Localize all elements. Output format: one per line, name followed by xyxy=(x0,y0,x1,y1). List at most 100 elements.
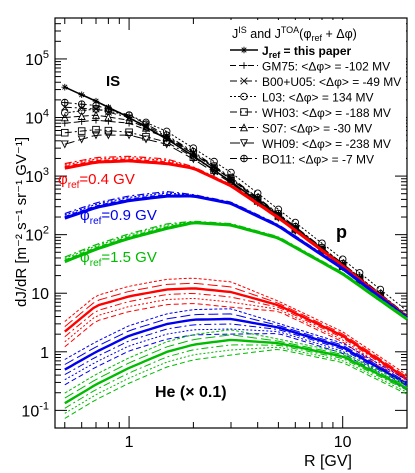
legend-marker xyxy=(240,92,248,101)
legend-label: L03: <Δφ> = 134 MV xyxy=(262,91,374,105)
proton-model-point xyxy=(92,97,100,105)
legend-marker-cross xyxy=(240,155,248,162)
text-span: L03: <Δφ> = 134 MV xyxy=(262,91,374,105)
proton-model-point xyxy=(61,128,69,137)
text-span: + Δφ) xyxy=(322,27,357,41)
annotation-is: IS xyxy=(106,73,120,90)
text-span: 10 xyxy=(25,228,43,245)
proton-model-line xyxy=(64,129,408,318)
helium-line xyxy=(64,313,408,383)
text-span: 10 xyxy=(31,286,49,303)
proton-model-point xyxy=(141,123,151,132)
text-span: J xyxy=(262,44,269,58)
text-span: ref xyxy=(311,33,322,43)
legend-entry: L03: <Δφ> = 134 MV xyxy=(230,91,374,105)
proton-model-point-cross xyxy=(125,111,133,119)
legend-label: GM75: <Δφ> = -102 MV xyxy=(262,60,390,74)
legend-label: Jref = this paper xyxy=(262,44,352,60)
legend-entry: WH03: <Δφ> = -188 MV xyxy=(230,106,391,120)
proton-modulated-series xyxy=(64,155,408,321)
helium-line xyxy=(64,334,408,399)
text-span: ref xyxy=(90,216,102,227)
text-span: and J xyxy=(247,27,281,41)
text-span: φ xyxy=(80,249,90,266)
y-tick-label: 102 xyxy=(25,225,49,245)
proton-model-point xyxy=(104,126,113,135)
y-tick-label: 10-1 xyxy=(21,400,49,420)
text-span: 10 xyxy=(25,111,43,128)
proton-model-point-cross xyxy=(61,99,69,106)
proton-modulated-line xyxy=(64,157,408,317)
text-span: 10 xyxy=(25,52,43,69)
proton-model-point xyxy=(125,131,134,140)
proton-modulated-line xyxy=(64,220,408,319)
legend-entry: BO11: <Δφ> = -7 MV xyxy=(230,153,374,167)
helium-group-0 xyxy=(64,277,408,386)
text-span: 1 xyxy=(40,345,49,362)
proton-model-point xyxy=(91,110,101,119)
helium-line xyxy=(64,292,408,382)
legend-label: S07: <Δφ> = -30 MV xyxy=(262,122,372,136)
helium-group-2 xyxy=(64,329,408,419)
text-span: ref xyxy=(68,180,80,191)
proton-model-point-cross xyxy=(275,210,282,217)
helium-series xyxy=(64,277,408,419)
annotation-species-1: He (× 0.1) xyxy=(155,384,227,401)
proton-model-point xyxy=(189,149,198,158)
proton-model-series xyxy=(60,83,408,319)
y-tick-label: 1 xyxy=(40,345,49,362)
helium-line xyxy=(64,308,408,381)
text-span: =0.4 GV xyxy=(79,171,134,188)
text-span: 5 xyxy=(43,49,49,61)
helium-line xyxy=(64,323,408,387)
proton-model-point-cross xyxy=(190,148,197,156)
proton-model-point xyxy=(189,155,198,164)
y-tick-label: 104 xyxy=(25,108,49,128)
proton-model-point xyxy=(60,140,69,149)
proton-modulated-line xyxy=(64,221,408,320)
text-span: J xyxy=(232,27,238,41)
helium-line xyxy=(64,282,408,378)
y-axis-label: dJ/dR [m⁻² s⁻¹ sr⁻¹ GV⁻¹] xyxy=(13,137,30,307)
text-span: (φ xyxy=(299,27,311,41)
legend: JIS and JTOA(φref + Δφ)Jref = this paper… xyxy=(226,20,406,167)
proton-model-point xyxy=(210,163,219,172)
helium-line xyxy=(64,328,408,389)
helium-line xyxy=(64,348,408,419)
series-layer xyxy=(60,83,408,419)
proton-model-7 xyxy=(61,98,408,316)
proton-model-point-cross xyxy=(254,194,261,202)
proton-model-point xyxy=(61,109,69,117)
text-span: =0.9 GV xyxy=(101,207,156,224)
helium-line xyxy=(64,297,408,384)
proton-modulated-1 xyxy=(64,190,408,320)
text-span: GM75: <Δφ> = -102 MV xyxy=(262,60,390,74)
text-span: -1 xyxy=(39,400,49,412)
text-span: ref xyxy=(90,258,102,269)
proton-model-point-cross xyxy=(210,162,218,170)
legend-label: WH03: <Δφ> = -188 MV xyxy=(262,106,391,120)
y-tick-label: 105 xyxy=(25,49,49,69)
proton-model-point xyxy=(92,125,100,134)
proton-model-point-cross xyxy=(92,102,100,109)
proton-model-line xyxy=(64,119,408,317)
text-span: 2 xyxy=(43,225,49,237)
proton-model-point xyxy=(105,118,112,125)
legend-entry: S07: <Δφ> = -30 MV xyxy=(230,122,372,136)
proton-model-point xyxy=(77,111,86,120)
text-span: 10 xyxy=(21,403,39,420)
proton-model-line xyxy=(64,102,408,316)
helium-line xyxy=(64,338,408,405)
legend-header: JIS and JTOA(φref + Δφ) xyxy=(232,25,357,43)
text-span: = this paper xyxy=(280,44,351,58)
text-span: BO11: <Δφ> = -7 MV xyxy=(262,153,374,167)
helium-line xyxy=(64,329,408,394)
annotation-phi-1: φref=0.9 GV xyxy=(80,207,157,227)
proton-modulated-line xyxy=(64,155,408,317)
proton-model-point-cross xyxy=(78,100,85,108)
text-span: 4 xyxy=(43,108,49,120)
proton-model-point-cross xyxy=(142,120,150,128)
legend-marker xyxy=(239,139,249,148)
proton-model-point-cross xyxy=(105,105,112,113)
